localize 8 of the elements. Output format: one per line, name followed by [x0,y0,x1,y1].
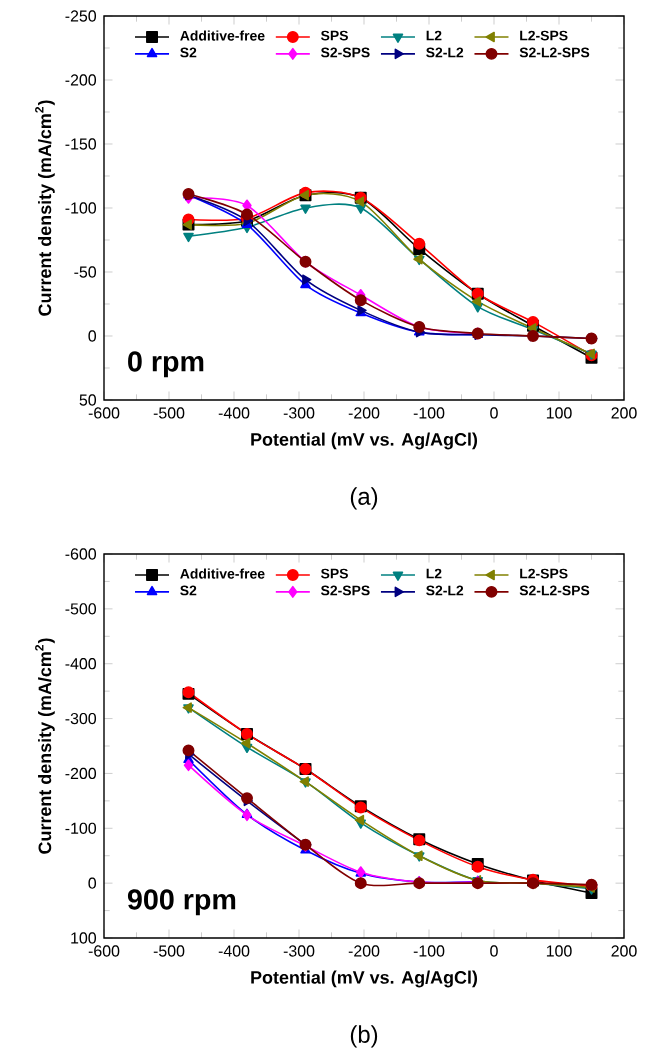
x-axis-title: Potential (mV vs. Ag/AgCl) [251,970,478,988]
text: (b) [350,1025,378,1048]
x-axis-title: Potential (mV vs. Ag/AgCl) [251,432,478,450]
annotation: 900 rpm [127,889,236,916]
y-axis-title: Current density (mA/cm$^{2}$) [35,100,55,316]
y-axis-title: Current density (mA/cm$^{2}$) [35,638,55,854]
annotation: 0 rpm [128,351,204,378]
text: (a) [350,487,378,510]
